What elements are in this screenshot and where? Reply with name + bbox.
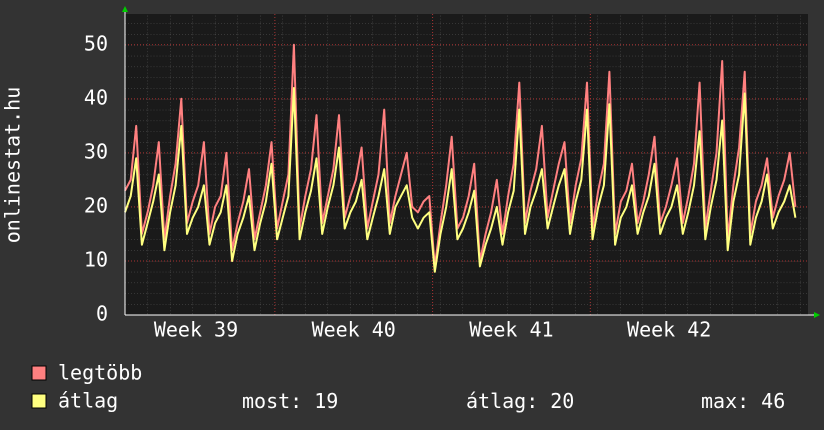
y-tick-label: 50 (84, 31, 108, 55)
x-tick-label: Week 41 (469, 318, 553, 342)
x-tick-label: Week 39 (154, 318, 238, 342)
y-axis-label: onlinestat.hu (1, 87, 25, 244)
stat-label: átlag: (466, 389, 538, 413)
stat-label: max: (701, 389, 749, 413)
stat: átlag: 20 (466, 389, 574, 413)
stat-value: 19 (314, 389, 338, 413)
y-arrow (122, 6, 128, 12)
stat: max: 46 (701, 389, 785, 413)
y-tick-label: 20 (84, 193, 108, 217)
legend-label: legtöbb (58, 361, 142, 385)
x-arrow (814, 312, 820, 318)
y-tick-label: 10 (84, 247, 108, 271)
y-tick-label: 0 (96, 302, 108, 326)
x-tick-label: Week 40 (312, 318, 396, 342)
series-line (124, 43, 797, 268)
stat: most: 19 (242, 389, 338, 413)
stat-label: most: (242, 389, 302, 413)
stat-value: 46 (761, 389, 785, 413)
y-tick-label: 40 (84, 85, 108, 109)
legend-label: átlag (58, 389, 118, 413)
stat-value: 20 (550, 389, 574, 413)
legend-swatch (31, 393, 47, 409)
y-tick-label: 30 (84, 139, 108, 163)
series-line (124, 87, 797, 273)
x-tick-label: Week 42 (627, 318, 711, 342)
legend-swatch (31, 365, 47, 381)
